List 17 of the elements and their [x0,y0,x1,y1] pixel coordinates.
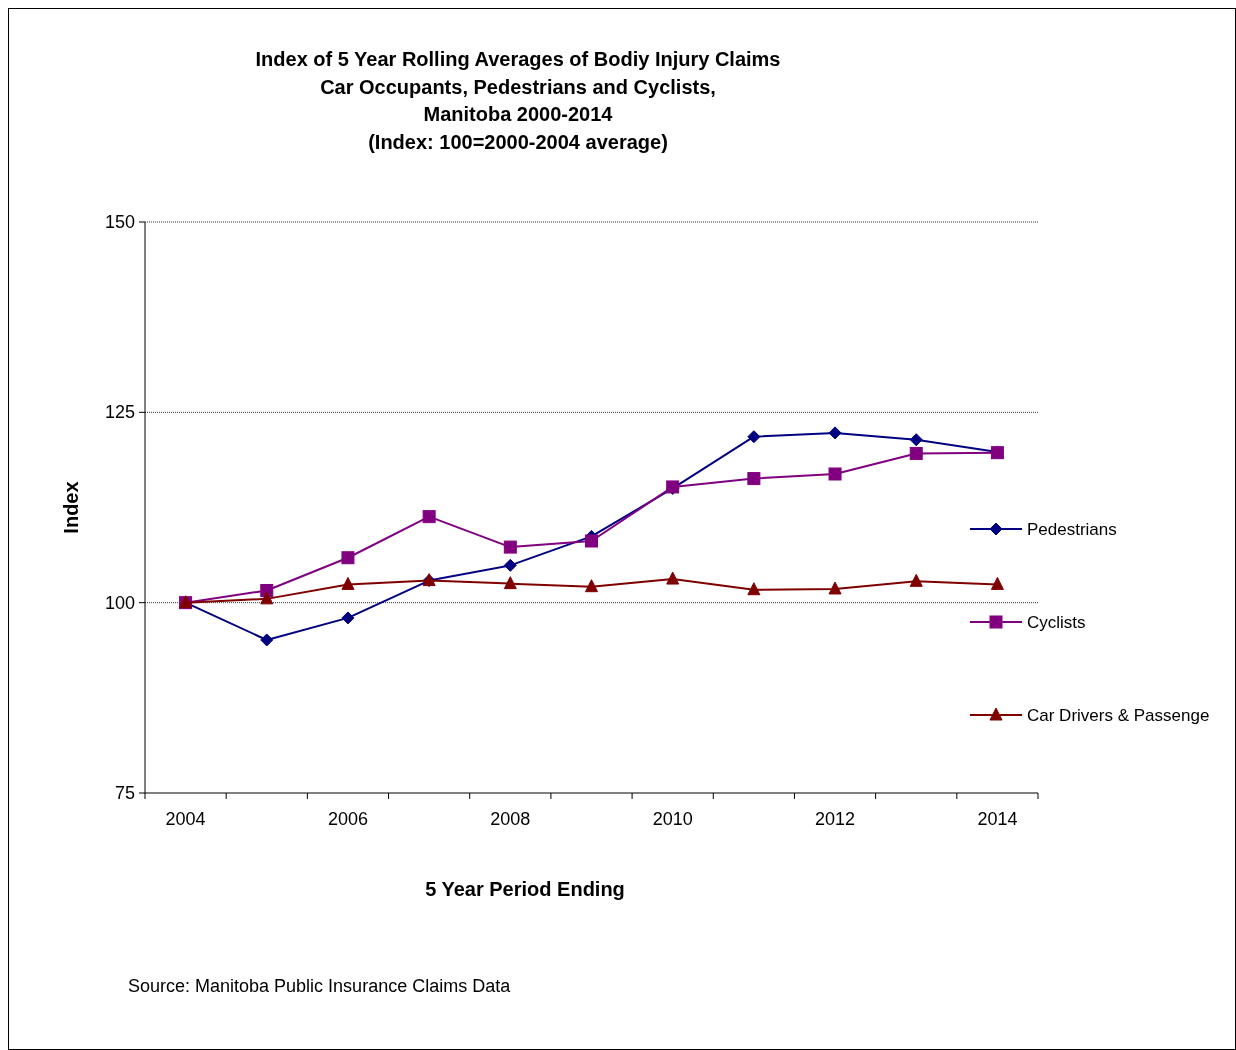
x-tick-label: 2004 [165,809,206,829]
x-tick-label: 2012 [815,809,856,829]
legend-label: Cyclists [1027,613,1086,632]
source-note: Source: Manitoba Public Insurance Claims Data [128,976,512,996]
legend-label: Pedestrians [1027,520,1117,539]
chart-title: Index of 5 Year Rolling Averages of Bodiy Injury Claims Car Occupants, Pedestrians and Cyclists, Manitoba 2000-2014 (Index: 100=2000-2004 average) [255,48,781,153]
x-tick-label: 2014 [977,809,1018,829]
y-tick-label: 75 [114,783,135,803]
legend-label: Car Drivers & Passenge [1027,706,1210,725]
y-tick-label: 150 [104,212,135,232]
y-tick-label: 125 [104,402,135,423]
x-tick-label: 2010 [652,809,693,829]
y-axis-title: Index [60,481,82,534]
x-tick-label: 2006 [327,809,368,829]
x-axis-title: 5 Year Period Ending [425,878,625,900]
y-tick-label: 100 [104,592,135,613]
x-tick-label: 2008 [490,809,531,829]
